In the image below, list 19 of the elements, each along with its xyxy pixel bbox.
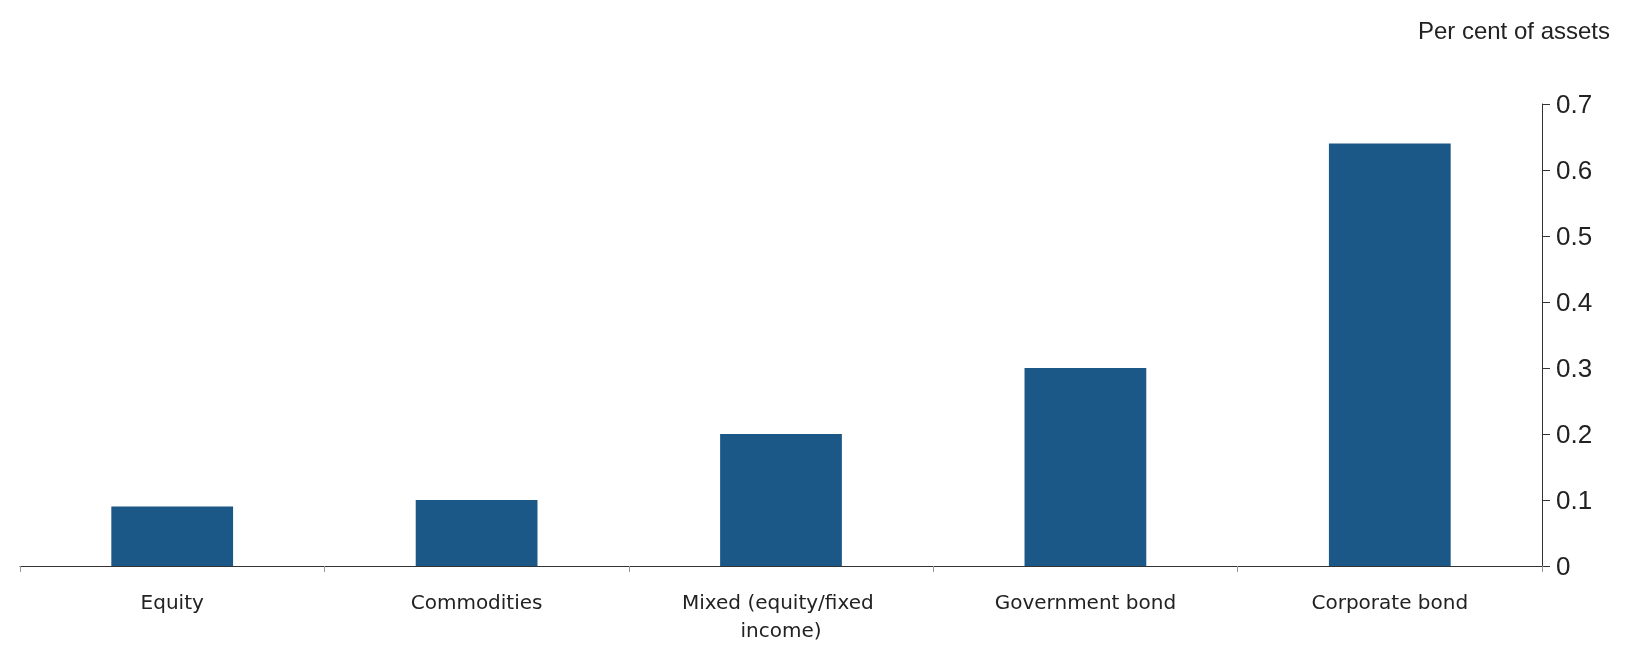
bar [415,500,538,566]
bar [111,506,234,566]
bar [1328,143,1451,566]
x-tick-label: Mixed (equity/fixed income) [681,590,881,642]
y-tick-label: 0.1 [1556,485,1593,515]
y-tick-label: 0.3 [1556,353,1593,383]
y-tick-label: 0.5 [1556,221,1593,251]
y-axis-title: Per cent of assets [1417,16,1610,44]
y-tick-label: 0.4 [1556,287,1593,317]
y-tick-label: 0 [1556,551,1571,581]
bar [720,434,842,566]
x-tick-label: Equity [140,590,204,614]
x-tick-label: Corporate bond [1311,590,1469,614]
y-tick-label: 0.7 [1556,89,1593,119]
x-tick-label: Commodities [410,590,543,614]
y-tick-label: 0.6 [1556,155,1593,185]
y-tick-label: 0.2 [1556,419,1593,449]
x-tick-label: Government bond [994,590,1177,614]
bar [1024,368,1147,566]
